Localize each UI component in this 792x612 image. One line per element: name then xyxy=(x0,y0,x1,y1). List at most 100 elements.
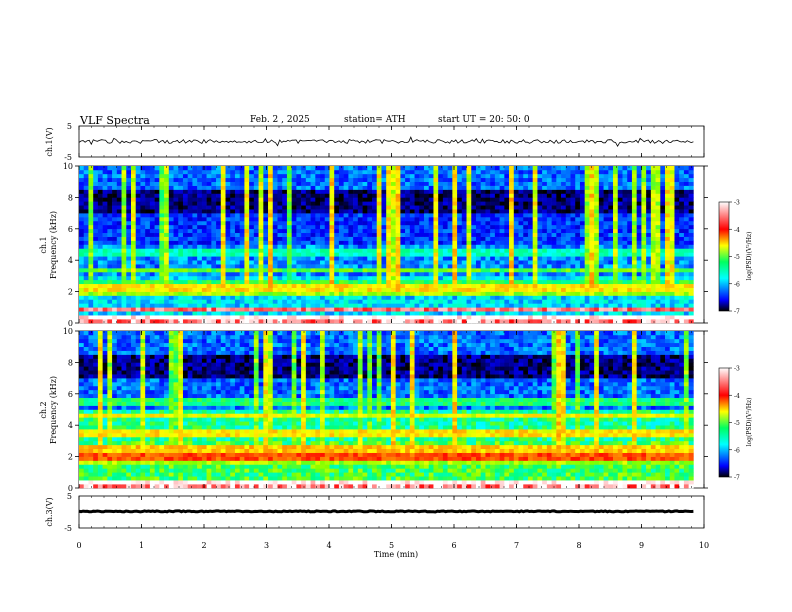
spectrogram-cell xyxy=(613,201,619,206)
spectrogram-cell xyxy=(395,236,401,241)
spectrogram-cell xyxy=(665,307,671,312)
spectrogram-cell xyxy=(192,299,198,304)
spectrogram-cell xyxy=(305,291,311,296)
spectrogram-cell xyxy=(272,185,278,190)
spectrogram-cell xyxy=(107,275,113,281)
spectrogram-cell xyxy=(244,244,250,249)
spectrogram-cell xyxy=(357,228,363,234)
spectrogram-cell xyxy=(641,279,647,285)
spectrogram-cell xyxy=(310,220,316,226)
spectrogram-cell xyxy=(253,169,259,175)
spectrogram-cell xyxy=(197,185,203,190)
spectrogram-cell xyxy=(296,260,302,265)
spectrogram-cell xyxy=(140,311,146,316)
spectrogram-cell xyxy=(282,252,288,257)
spectrogram-cell xyxy=(513,295,519,300)
spectrogram-cell xyxy=(494,256,500,261)
spectrogram-cell xyxy=(636,307,642,312)
spectrogram-cell xyxy=(527,177,533,182)
spectrogram-cell xyxy=(631,205,637,210)
spectrogram-cell xyxy=(641,236,647,241)
spectrogram-cell xyxy=(79,169,85,175)
spectrogram-cell xyxy=(452,299,458,304)
spectrogram-cell xyxy=(310,248,316,253)
spectrogram-cell xyxy=(646,268,652,273)
spectrogram-cell xyxy=(457,232,463,237)
spectrogram-cell xyxy=(622,217,628,222)
spectrogram-cell xyxy=(537,224,543,230)
spectrogram-cell xyxy=(282,287,288,292)
spectrogram-cell xyxy=(348,240,354,245)
spectrogram-cell xyxy=(617,189,623,194)
spectrogram-cell xyxy=(613,236,619,241)
spectrogram-cell xyxy=(83,315,89,320)
spectrogram-cell xyxy=(164,232,170,237)
spectrogram-cell xyxy=(485,193,491,198)
spectrogram-cell xyxy=(305,319,311,324)
spectrogram-cell xyxy=(93,283,99,288)
spectrogram-cell xyxy=(253,303,259,308)
spectrogram-cell xyxy=(112,315,118,320)
spectrogram-cell xyxy=(428,283,434,288)
spectrogram-cell xyxy=(343,205,349,210)
spectrogram-cell xyxy=(390,185,396,190)
spectrogram-cell xyxy=(428,244,434,249)
spectrogram-cell xyxy=(579,193,585,198)
spectrogram-cell xyxy=(83,181,89,186)
spectrogram-cell xyxy=(409,264,415,269)
spectrogram-cell xyxy=(537,201,543,206)
spectrogram-cell xyxy=(655,201,661,206)
spectrogram-cell xyxy=(234,279,240,285)
spectrogram-cell xyxy=(126,232,132,237)
spectrogram-cell xyxy=(296,319,302,324)
spectrogram-cell xyxy=(310,307,316,312)
spectrogram-cell xyxy=(126,260,132,265)
spectrogram-cell xyxy=(471,205,477,210)
spectrogram-cell xyxy=(305,189,311,194)
spectrogram-cell xyxy=(154,268,160,273)
spectrogram-cell xyxy=(121,217,127,222)
spectrogram-cell xyxy=(107,173,113,179)
spectrogram-cell xyxy=(277,268,283,273)
spectrogram-cell xyxy=(296,201,302,206)
spectrogram-cell xyxy=(253,275,259,281)
spectrogram-cell xyxy=(253,279,259,285)
spectrogram-cell xyxy=(367,248,373,253)
spectrogram-cell xyxy=(286,224,292,230)
spectrogram-cell xyxy=(655,228,661,234)
spectrogram-cell xyxy=(683,217,689,222)
spectrogram-cell xyxy=(513,201,519,206)
spectrogram-cell xyxy=(168,189,174,194)
spectrogram-cell xyxy=(509,271,515,277)
spectrogram-cell xyxy=(669,315,675,320)
spectrogram-cell xyxy=(655,307,661,312)
spectrogram-cell xyxy=(485,201,491,206)
spectrogram-cell xyxy=(201,213,207,218)
spectrogram-cell xyxy=(494,217,500,222)
spectrogram-cell xyxy=(608,271,614,277)
spectrogram-cell xyxy=(159,189,165,194)
spectrogram-cell xyxy=(494,248,500,253)
spectrogram-cell xyxy=(679,295,685,300)
spectrogram-cell xyxy=(381,205,387,210)
spectrogram-cell xyxy=(220,268,226,273)
spectrogram-cell xyxy=(518,173,524,179)
spectrogram-cell xyxy=(546,197,552,202)
spectrogram-cell xyxy=(504,319,510,324)
spectrogram-cell xyxy=(499,181,505,186)
spectrogram-cell xyxy=(466,209,472,214)
spectrogram-cell xyxy=(660,252,666,257)
spectrogram-cell xyxy=(173,197,179,202)
spectrogram-cell xyxy=(268,260,274,265)
spectrogram-cell xyxy=(650,232,656,237)
spectrogram-cell xyxy=(315,315,321,320)
spectrogram-cell xyxy=(286,279,292,285)
spectrogram-cell xyxy=(424,291,430,296)
spectrogram-cell xyxy=(201,291,207,296)
spectrogram-cell xyxy=(414,236,420,241)
spectrogram-cell xyxy=(149,201,155,206)
spectrogram-cell xyxy=(258,197,264,202)
spectrogram-cell xyxy=(490,283,496,288)
spectrogram-cell xyxy=(395,303,401,308)
spectrogram-cell xyxy=(457,209,463,214)
